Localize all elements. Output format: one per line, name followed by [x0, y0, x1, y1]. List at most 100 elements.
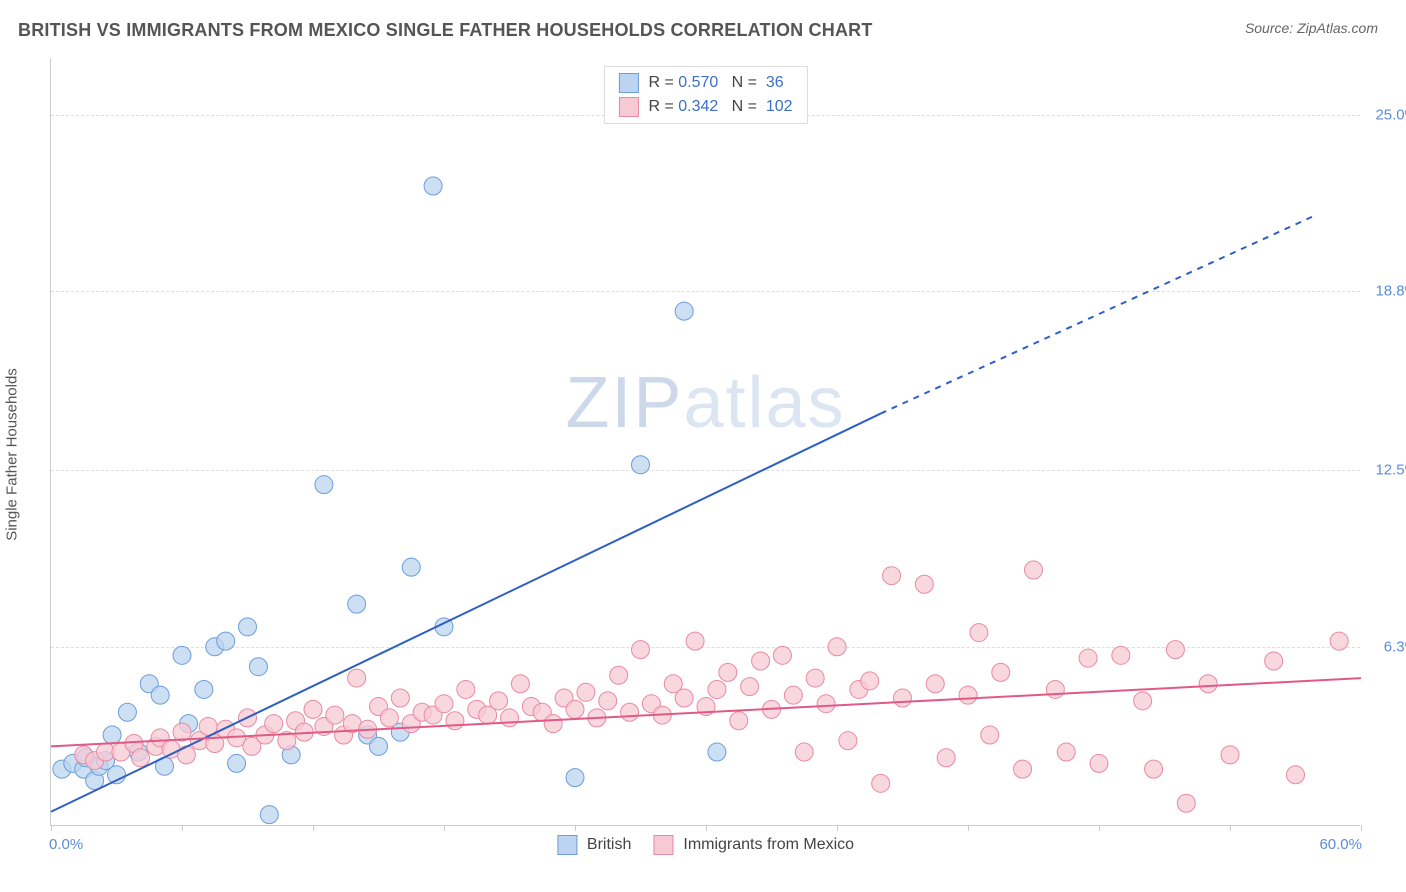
chart-plot-area: ZIPatlas 6.3%12.5%18.8%25.0% R = 0.570 N… [50, 58, 1360, 826]
series-legend: British Immigrants from Mexico [557, 835, 854, 855]
mexico-point [915, 575, 933, 593]
british-point [632, 456, 650, 474]
mexico-point [686, 632, 704, 650]
legend-swatch-icon [557, 835, 577, 855]
mexico-point [894, 689, 912, 707]
mexico-point [457, 680, 475, 698]
mexico-point [806, 669, 824, 687]
mexico-point [708, 680, 726, 698]
x-tick-mark [444, 825, 445, 831]
mexico-point [599, 692, 617, 710]
mexico-point [1112, 646, 1130, 664]
british-point [228, 754, 246, 772]
british-trendline-extrapolated [881, 214, 1318, 413]
legend-stat-row-mexico: R = 0.342 N = 102 [618, 97, 792, 117]
mexico-point [1046, 680, 1064, 698]
mexico-point [828, 638, 846, 656]
mexico-point [872, 774, 890, 792]
mexico-point [1287, 766, 1305, 784]
mexico-point [621, 703, 639, 721]
x-tick-mark [837, 825, 838, 831]
mexico-point [861, 672, 879, 690]
mexico-point [1014, 760, 1032, 778]
legend-r-value: 0.570 [678, 74, 718, 92]
y-tick-label: 18.8% [1375, 283, 1406, 300]
british-point [402, 558, 420, 576]
mexico-point [1265, 652, 1283, 670]
legend-n-value: 102 [766, 98, 793, 116]
mexico-point [544, 715, 562, 733]
mexico-point [1090, 754, 1108, 772]
mexico-point [926, 675, 944, 693]
mexico-point [566, 700, 584, 718]
mexico-point [1166, 641, 1184, 659]
british-point [424, 177, 442, 195]
legend-series-label: British [587, 836, 631, 854]
mexico-point [784, 686, 802, 704]
mexico-point [632, 641, 650, 659]
mexico-point [795, 743, 813, 761]
legend-swatch-icon [618, 97, 638, 117]
x-axis-end-label: 60.0% [1319, 836, 1362, 853]
british-point [370, 737, 388, 755]
mexico-point [435, 695, 453, 713]
y-tick-label: 12.5% [1375, 462, 1406, 479]
x-tick-mark [1099, 825, 1100, 831]
x-tick-mark [1361, 825, 1362, 831]
mexico-point [741, 678, 759, 696]
legend-series-british: British [557, 835, 631, 855]
y-tick-label: 6.3% [1384, 638, 1406, 655]
legend-stat-row-british: R = 0.570 N = 36 [618, 73, 792, 93]
mexico-point [177, 746, 195, 764]
legend-swatch-icon [653, 835, 673, 855]
mexico-point [773, 646, 791, 664]
british-point [195, 680, 213, 698]
mexico-point [1079, 649, 1097, 667]
mexico-point [501, 709, 519, 727]
mexico-point [1330, 632, 1348, 650]
x-tick-mark [51, 825, 52, 831]
legend-series-mexico: Immigrants from Mexico [653, 835, 854, 855]
mexico-point [132, 749, 150, 767]
british-point [118, 703, 136, 721]
legend-r-label: R = [648, 74, 678, 92]
mexico-point [577, 683, 595, 701]
mexico-point [446, 712, 464, 730]
legend-r-value: 0.342 [678, 98, 718, 116]
y-tick-label: 25.0% [1375, 106, 1406, 123]
legend-series-label: Immigrants from Mexico [683, 836, 854, 854]
mexico-point [348, 669, 366, 687]
british-point [566, 769, 584, 787]
british-point [103, 726, 121, 744]
legend-swatch-icon [618, 73, 638, 93]
mexico-point [1145, 760, 1163, 778]
mexico-point [730, 712, 748, 730]
legend-r-label: R = [648, 98, 678, 116]
mexico-point [970, 624, 988, 642]
mexico-point [1134, 692, 1152, 710]
british-point [151, 686, 169, 704]
mexico-point [839, 732, 857, 750]
mexico-point [511, 675, 529, 693]
mexico-point [380, 709, 398, 727]
mexico-point [1221, 746, 1239, 764]
mexico-point [817, 695, 835, 713]
mexico-point [1199, 675, 1217, 693]
british-point [239, 618, 257, 636]
british-point [315, 476, 333, 494]
legend-n-label: N = [718, 98, 766, 116]
british-point [249, 658, 267, 676]
mexico-point [1057, 743, 1075, 761]
source-attribution: Source: ZipAtlas.com [1245, 20, 1378, 36]
x-tick-mark [313, 825, 314, 831]
mexico-point [391, 689, 409, 707]
correlation-legend: R = 0.570 N = 36R = 0.342 N = 102 [603, 66, 807, 124]
mexico-point [981, 726, 999, 744]
british-trendline [51, 414, 881, 812]
mexico-point [326, 706, 344, 724]
y-axis-label: Single Father Households [4, 368, 21, 541]
x-tick-mark [182, 825, 183, 831]
mexico-point [937, 749, 955, 767]
mexico-point [752, 652, 770, 670]
scatter-plot-svg [51, 58, 1360, 825]
